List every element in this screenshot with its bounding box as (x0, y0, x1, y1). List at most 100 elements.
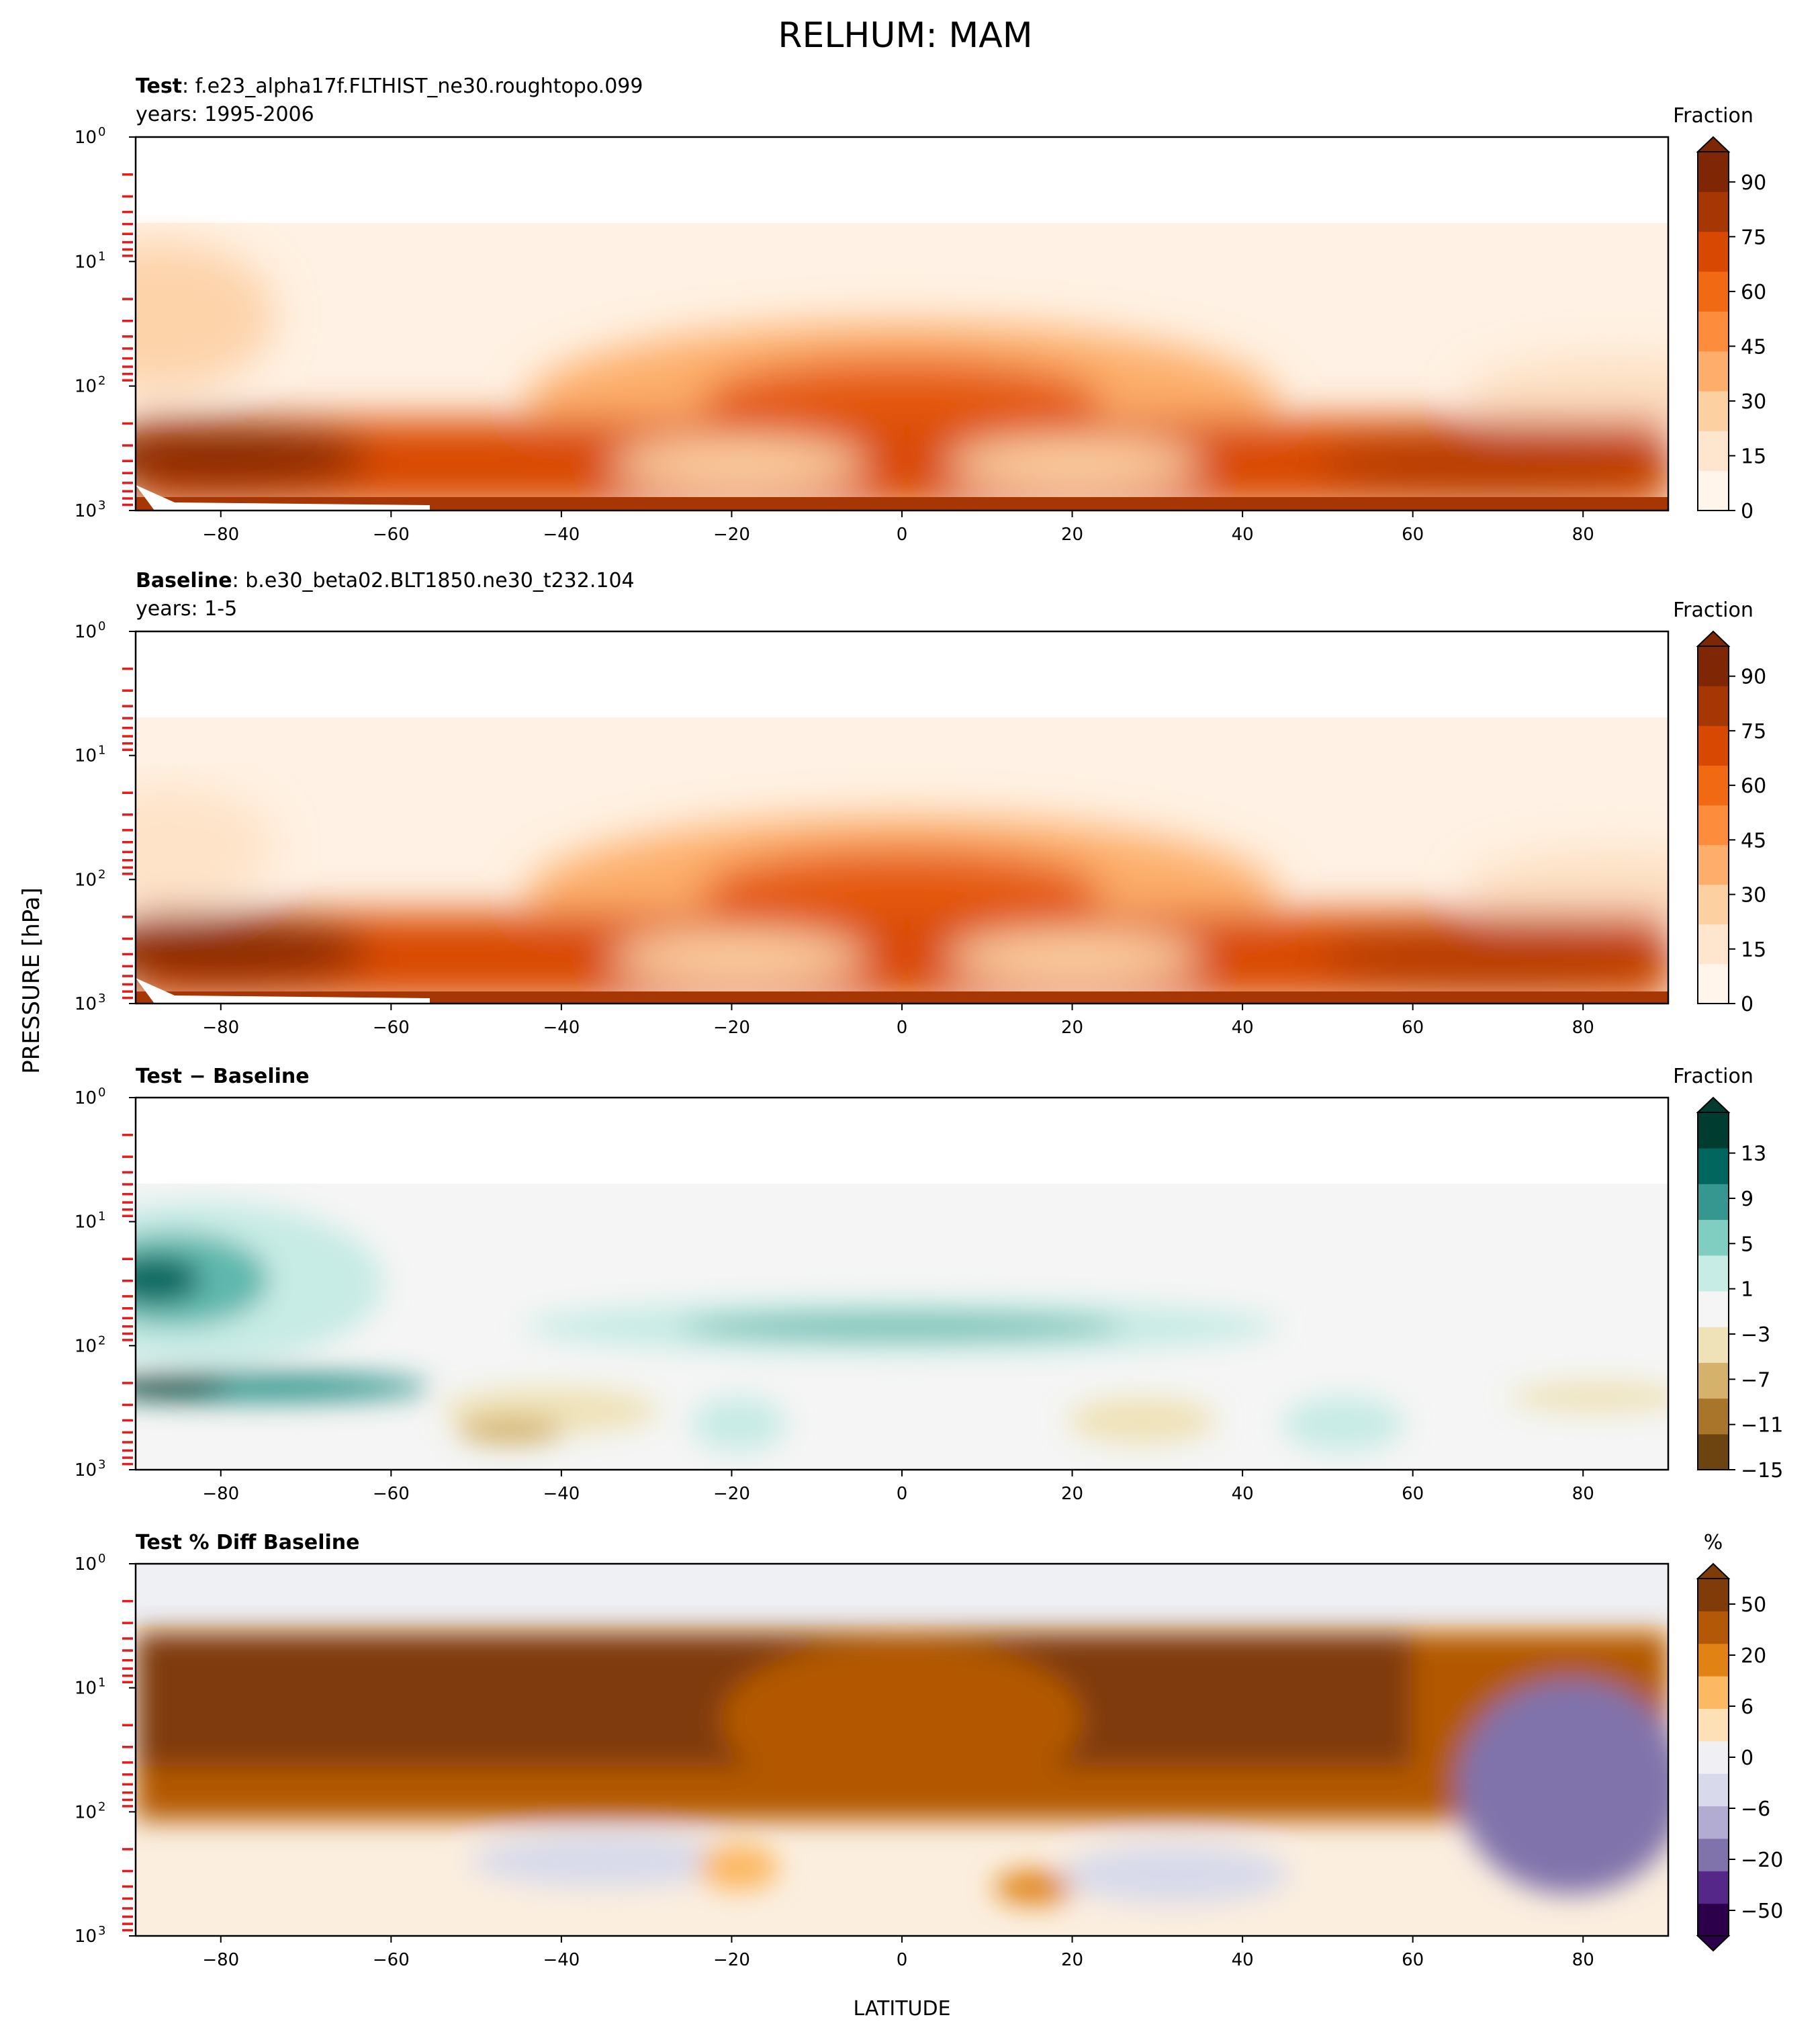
colorbar-segment (1698, 431, 1729, 472)
x-axis-label: LATITUDE (853, 1997, 950, 2021)
colorbar-frame (1697, 151, 1729, 511)
colorbar-segment (1698, 963, 1729, 1004)
colorbar-segment (1698, 765, 1729, 805)
colorbar-tick-label: −20 (1741, 1849, 1783, 1872)
panel-pctdiff-field (136, 1564, 1668, 1936)
colorbar-frame (1697, 1112, 1729, 1470)
y-tick-exponent: 1 (98, 1676, 105, 1690)
y-tick-label: 10 (75, 1926, 97, 1947)
panel-pctdiff: Test % Diff Baseline (136, 1531, 1668, 1936)
colorbar-segment (1698, 1643, 1729, 1677)
colorbar-tick-label: 5 (1741, 1233, 1754, 1256)
x-tick-label: 0 (897, 1484, 908, 1504)
colorbar-segment (1698, 686, 1729, 726)
y-tick-label: 10 (75, 1554, 97, 1575)
colorbar-segment (1698, 1112, 1729, 1149)
panel-test-field (136, 137, 1668, 511)
x-tick-label: −20 (713, 1484, 750, 1504)
colorbar-segment (1698, 1433, 1729, 1470)
y-tick-label: 10 (75, 1088, 97, 1108)
colorbar-segment (1698, 646, 1729, 686)
x-tick-label: −20 (713, 525, 750, 545)
colorbar-segment (1698, 231, 1729, 272)
y-tick-exponent: 3 (98, 991, 105, 1006)
y-tick-label: 10 (75, 501, 97, 521)
colorbar-frame (1697, 646, 1729, 1004)
y-tick-label: 10 (75, 377, 97, 397)
colorbar-tick-label: 90 (1741, 171, 1766, 195)
x-tick-label: −40 (543, 1950, 580, 1970)
x-tick-label: −80 (202, 1950, 239, 1970)
colorbar-segment (1698, 1255, 1729, 1292)
colorbar-tick-label: 0 (1741, 993, 1754, 1016)
colorbar-tick-label: 0 (1741, 500, 1754, 523)
colorbar-segment (1698, 391, 1729, 431)
y-tick-exponent: 3 (98, 1924, 105, 1938)
x-tick-label: −80 (202, 1018, 239, 1038)
x-tick-label: 80 (1572, 525, 1594, 545)
y-tick-exponent: 1 (98, 1210, 105, 1224)
colorbar-extend-max (1696, 630, 1731, 647)
y-tick-label: 10 (75, 1212, 97, 1233)
colorbar-tick-label: −50 (1741, 1900, 1783, 1923)
colorbar-tick-label: 1 (1741, 1278, 1754, 1302)
x-tick-label: 20 (1061, 1950, 1083, 1970)
x-tick-label: −40 (543, 525, 580, 545)
panel-baseline-subtitle: years: 1-5 (136, 597, 237, 621)
x-tick-label: 20 (1061, 1484, 1083, 1504)
colorbar-segment (1698, 1398, 1729, 1435)
x-tick-label: 0 (897, 1950, 908, 1970)
colorbar-segment (1698, 1838, 1729, 1871)
colorbar-tick-label: −3 (1741, 1323, 1770, 1347)
colorbar-segment (1698, 1676, 1729, 1709)
colorbar-segment (1698, 1806, 1729, 1839)
colorbar-tick-label: 15 (1741, 445, 1766, 468)
y-axis-label: PRESSURE [hPa] (18, 887, 45, 1073)
colorbar-segment (1698, 725, 1729, 766)
panel-test: Test: f.e23_alpha17f.FLTHIST_ne30.rought… (136, 75, 1668, 511)
colorbar-tick-label: 0 (1741, 1746, 1754, 1770)
colorbar-tick-label: −15 (1741, 1459, 1783, 1482)
colorbar-extend-max (1696, 136, 1731, 152)
colorbar-tick-label: 50 (1741, 1593, 1766, 1617)
colorbar-tick-label: −11 (1741, 1414, 1783, 1437)
colorbar-segment (1698, 152, 1729, 192)
x-tick-label: −80 (202, 525, 239, 545)
colorbar-baseline: Fraction 0 15 30 45 60 75 90 (1673, 599, 1766, 1016)
colorbar-segment (1698, 271, 1729, 312)
y-tick-label: 10 (75, 1679, 97, 1699)
y-tick-exponent: 0 (98, 1086, 105, 1100)
colorbar-tick-label: 20 (1741, 1644, 1766, 1668)
colorbar-segment (1698, 1184, 1729, 1221)
y-tick-exponent: 0 (98, 125, 105, 139)
colorbar-segment (1698, 884, 1729, 925)
colorbar-label: Fraction (1673, 104, 1754, 128)
colorbar-tick-label: 75 (1741, 720, 1766, 744)
y-tick-exponent: 2 (98, 1333, 105, 1347)
figure-title: RELHUM: MAM (778, 15, 1032, 56)
colorbar-tick-label: 90 (1741, 666, 1766, 689)
panel-baseline: Baseline: b.e30_beta02.BLT1850.ne30_t232… (136, 569, 1668, 1004)
y-tick-label: 10 (75, 128, 97, 148)
colorbar-segment (1698, 1579, 1729, 1611)
x-tick-label: 60 (1402, 1484, 1424, 1504)
x-tick-label: 60 (1402, 525, 1424, 545)
x-tick-label: 80 (1572, 1018, 1594, 1038)
colorbar-extend-max (1696, 1562, 1731, 1579)
colorbar-segment (1698, 470, 1729, 511)
y-tick-exponent: 2 (98, 374, 105, 388)
x-tick-label: 80 (1572, 1484, 1594, 1504)
panel-diff-field (136, 1098, 1668, 1470)
y-tick-exponent: 2 (98, 1800, 105, 1814)
y-tick-label: 10 (75, 746, 97, 766)
x-tick-label: −80 (202, 1484, 239, 1504)
colorbar-tick-label: 45 (1741, 829, 1766, 852)
y-tick-label: 10 (75, 1802, 97, 1822)
colorbar-tick-label: −6 (1741, 1798, 1770, 1821)
colorbar-segment (1698, 1903, 1729, 1937)
y-tick-label: 10 (75, 622, 97, 642)
x-tick-label: 0 (897, 1018, 908, 1038)
